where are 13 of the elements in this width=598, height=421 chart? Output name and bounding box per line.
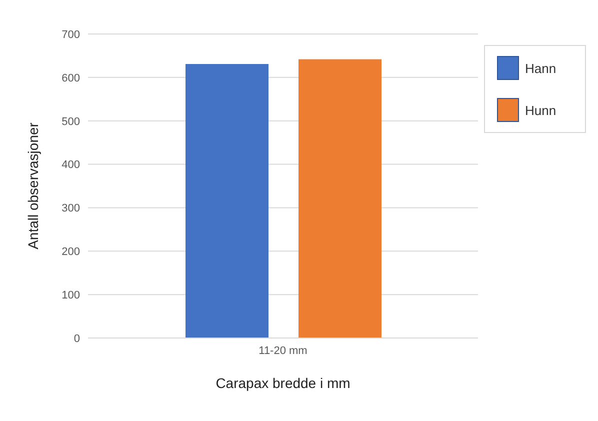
x-axis-title: Carapax bredde i mm [216, 375, 350, 391]
y-tick-label: 200 [62, 246, 80, 258]
x-tick-label: 11-20 mm [258, 344, 308, 357]
y-tick-label: 300 [62, 202, 80, 215]
y-tick-label: 400 [62, 159, 80, 172]
y-tick-label: 500 [62, 116, 80, 128]
y-tick-label: 0 [74, 332, 80, 345]
y-tick-label: 600 [62, 72, 80, 84]
y-tick-label: 100 [62, 289, 80, 302]
legend-label: Hunn [525, 102, 556, 118]
y-tick-label: 700 [62, 28, 80, 41]
y-axis-title: Antall observasjoner [24, 122, 41, 250]
legend-label: Hann [525, 60, 556, 76]
